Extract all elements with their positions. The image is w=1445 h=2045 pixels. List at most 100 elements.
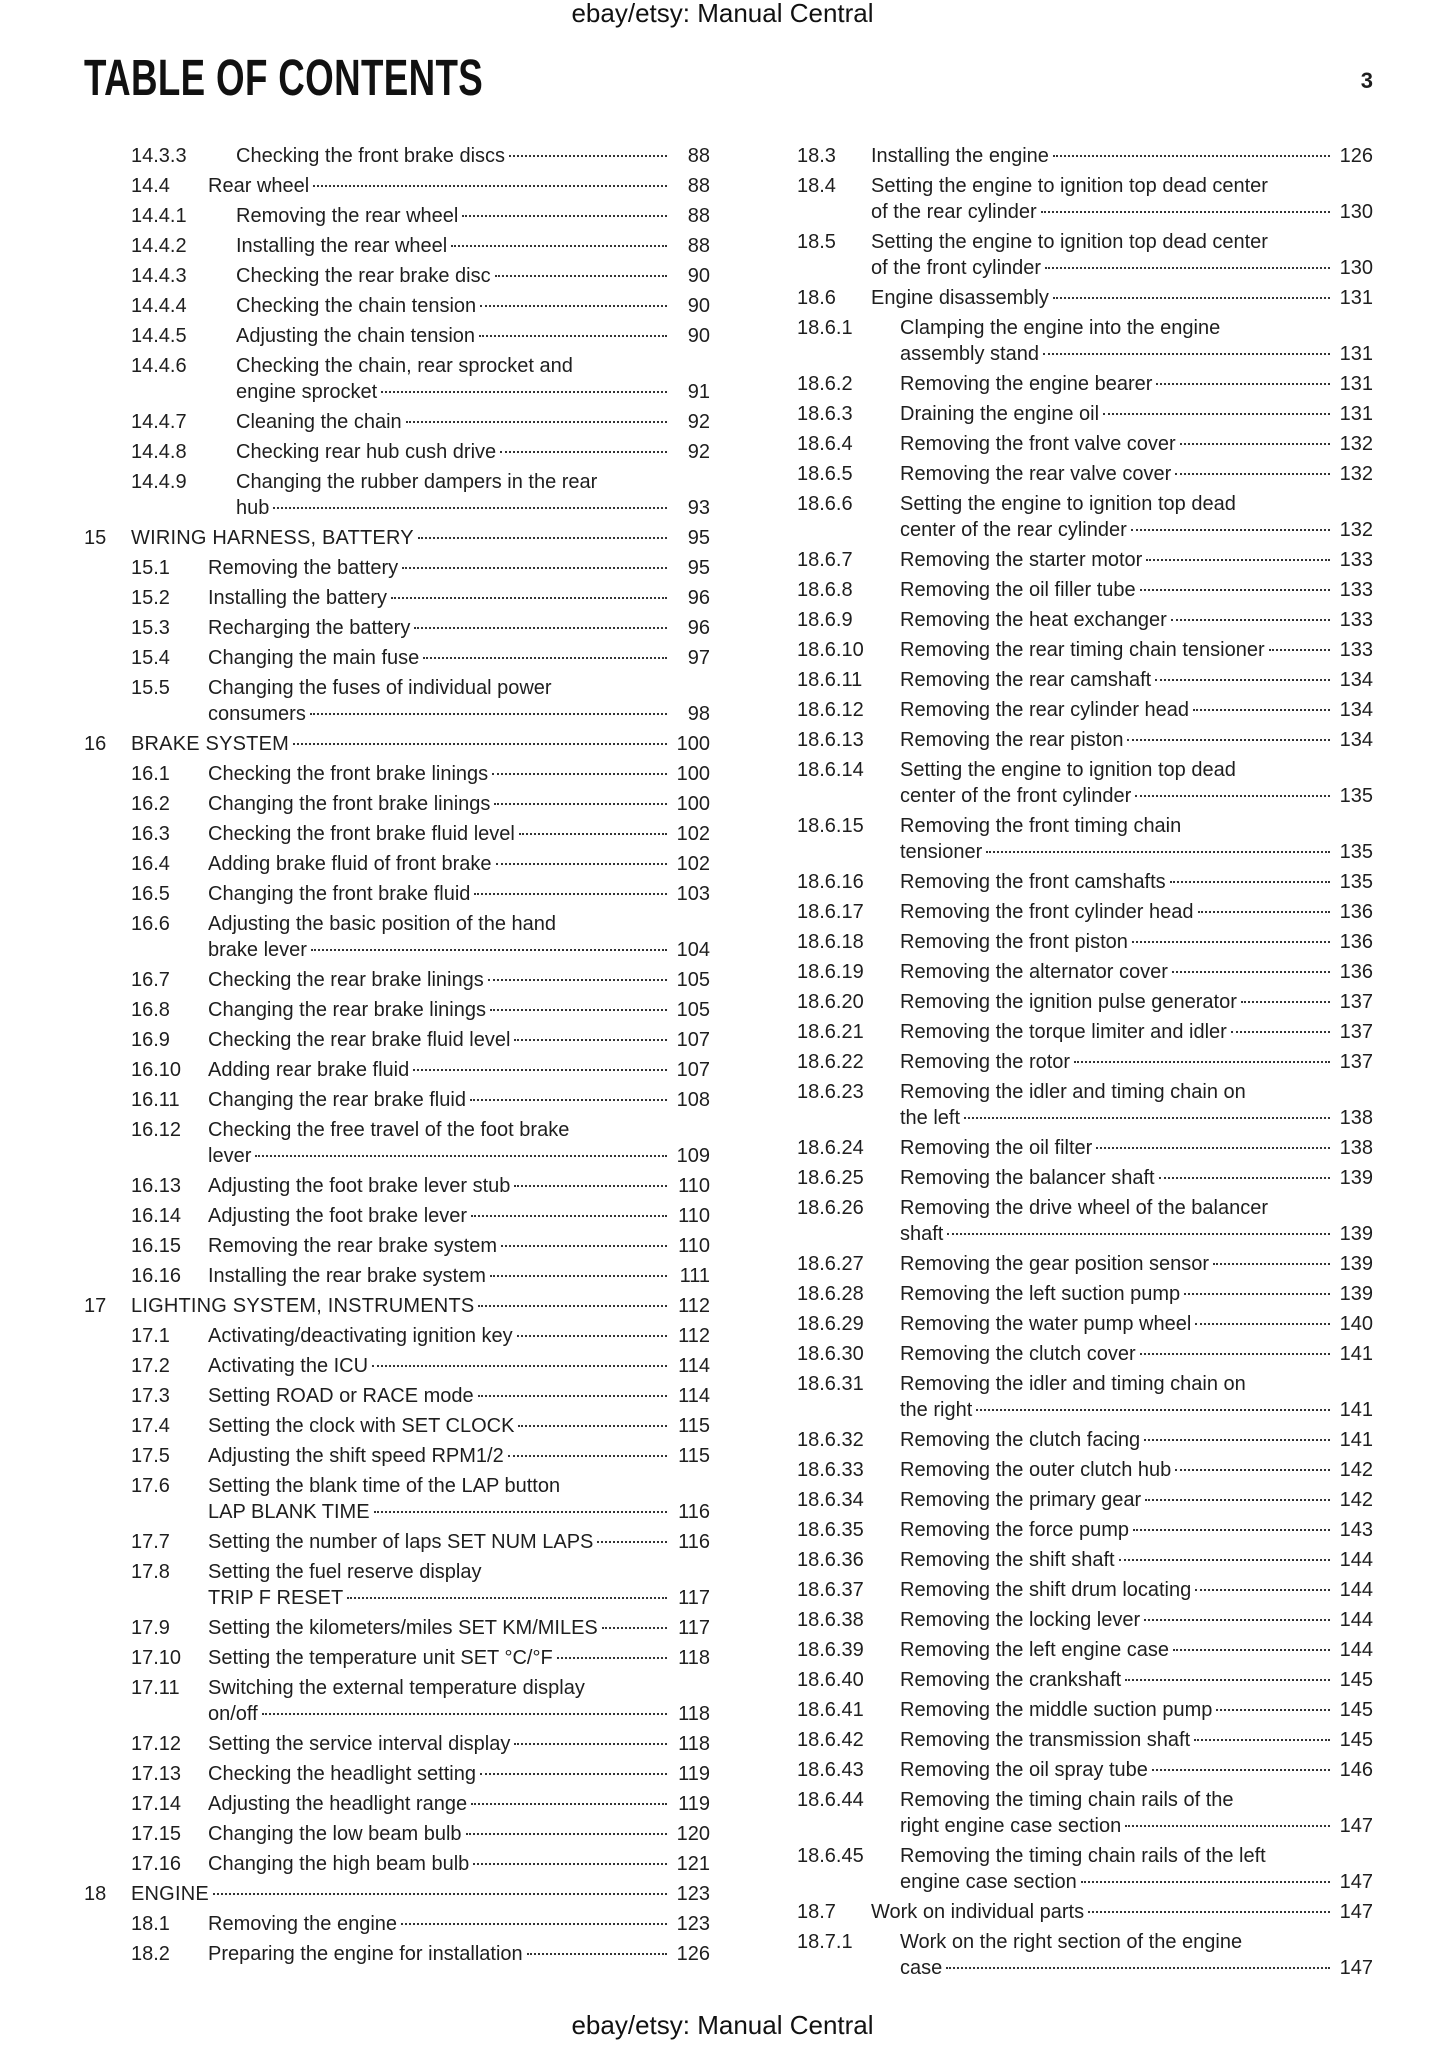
toc-entry[interactable]: 16.6 Adjusting the basic position of the … <box>84 911 710 963</box>
toc-entry[interactable]: 18.6.9 Removing the heat exchanger 133 <box>797 607 1373 633</box>
toc-entry[interactable]: 14.4.3 Checking the rear brake disc 90 <box>84 263 710 289</box>
toc-entry[interactable]: 18.6.33 Removing the outer clutch hub 142 <box>797 1457 1373 1483</box>
toc-entry[interactable]: 18.6.42 Removing the transmission shaft 14… <box>797 1727 1373 1753</box>
toc-chapter-entry[interactable]: 16 BRAKE SYSTEM 100 <box>84 731 710 757</box>
toc-entry[interactable]: 14.4.7 Cleaning the chain 92 <box>84 409 710 435</box>
toc-entry[interactable]: 15.5 Changing the fuses of individual pow… <box>84 675 710 727</box>
toc-entry[interactable]: 18.6.15 Removing the front timing chain te… <box>797 813 1373 865</box>
toc-entry[interactable]: 18.6.37 Removing the shift drum locating 1… <box>797 1577 1373 1603</box>
toc-entry[interactable]: 18.6.44 Removing the timing chain rails o… <box>797 1787 1373 1839</box>
toc-entry[interactable]: 17.8 Setting the fuel reserve display TRIP… <box>84 1559 710 1611</box>
toc-entry[interactable]: 18.1 Removing the engine 123 <box>84 1911 710 1937</box>
toc-entry[interactable]: 18.2 Preparing the engine for installatio… <box>84 1941 710 1967</box>
toc-entry[interactable]: 18.6.25 Removing the balancer shaft 139 <box>797 1165 1373 1191</box>
toc-entry[interactable]: 18.5 Setting the engine to ignition top d… <box>797 229 1373 281</box>
toc-entry[interactable]: 16.7 Checking the rear brake linings 105 <box>84 967 710 993</box>
toc-entry[interactable]: 18.6.14 Setting the engine to ignition to… <box>797 757 1373 809</box>
toc-entry[interactable]: 18.6.7 Removing the starter motor 133 <box>797 547 1373 573</box>
toc-entry[interactable]: 16.5 Changing the front brake fluid 103 <box>84 881 710 907</box>
toc-entry[interactable]: 18.4 Setting the engine to ignition top d… <box>797 173 1373 225</box>
toc-entry[interactable]: 18.6.32 Removing the clutch facing 141 <box>797 1427 1373 1453</box>
toc-entry[interactable]: 17.1 Activating/deactivating ignition key… <box>84 1323 710 1349</box>
toc-entry[interactable]: 18.6.2 Removing the engine bearer 131 <box>797 371 1373 397</box>
toc-entry[interactable]: 18.7.1 Work on the right section of the e… <box>797 1929 1373 1981</box>
toc-entry[interactable]: 17.3 Setting ROAD or RACE mode 114 <box>84 1383 710 1409</box>
toc-entry[interactable]: 18.6.39 Removing the left engine case 144 <box>797 1637 1373 1663</box>
toc-entry[interactable]: 16.15 Removing the rear brake system 110 <box>84 1233 710 1259</box>
toc-entry[interactable]: 17.12 Setting the service interval displa… <box>84 1731 710 1757</box>
toc-entry[interactable]: 18.6.43 Removing the oil spray tube 146 <box>797 1757 1373 1783</box>
toc-entry[interactable]: 18.6.1 Clamping the engine into the engin… <box>797 315 1373 367</box>
toc-entry[interactable]: 15.4 Changing the main fuse 97 <box>84 645 710 671</box>
toc-entry[interactable]: 17.7 Setting the number of laps SET NUM L… <box>84 1529 710 1555</box>
toc-entry[interactable]: 15.1 Removing the battery 95 <box>84 555 710 581</box>
toc-entry[interactable]: 16.13 Adjusting the foot brake lever stub… <box>84 1173 710 1199</box>
toc-entry[interactable]: 16.1 Checking the front brake linings 100 <box>84 761 710 787</box>
toc-entry[interactable]: 18.6.40 Removing the crankshaft 145 <box>797 1667 1373 1693</box>
toc-entry[interactable]: 18.6.17 Removing the front cylinder head 1… <box>797 899 1373 925</box>
toc-entry[interactable]: 14.3.3 Checking the front brake discs 88 <box>84 143 710 169</box>
toc-entry[interactable]: 16.8 Changing the rear brake linings 105 <box>84 997 710 1023</box>
toc-entry[interactable]: 18.6.13 Removing the rear piston 134 <box>797 727 1373 753</box>
toc-entry[interactable]: 18.6.24 Removing the oil filter 138 <box>797 1135 1373 1161</box>
toc-entry[interactable]: 16.4 Adding brake fluid of front brake 102 <box>84 851 710 877</box>
toc-entry[interactable]: 17.4 Setting the clock with SET CLOCK 115 <box>84 1413 710 1439</box>
toc-entry[interactable]: 18.6.11 Removing the rear camshaft 134 <box>797 667 1373 693</box>
toc-entry[interactable]: 17.2 Activating the ICU 114 <box>84 1353 710 1379</box>
toc-entry[interactable]: 18.6.12 Removing the rear cylinder head 13… <box>797 697 1373 723</box>
toc-entry[interactable]: 18.6.26 Removing the drive wheel of the b… <box>797 1195 1373 1247</box>
toc-entry[interactable]: 18.6 Engine disassembly 131 <box>797 285 1373 311</box>
toc-entry[interactable]: 16.14 Adjusting the foot brake lever 110 <box>84 1203 710 1229</box>
toc-chapter-entry[interactable]: 18 ENGINE 123 <box>84 1881 710 1907</box>
toc-entry[interactable]: 18.6.22 Removing the rotor 137 <box>797 1049 1373 1075</box>
toc-entry[interactable]: 18.6.28 Removing the left suction pump 139 <box>797 1281 1373 1307</box>
toc-entry[interactable]: 14.4.5 Adjusting the chain tension 90 <box>84 323 710 349</box>
toc-entry[interactable]: 17.13 Checking the headlight setting 119 <box>84 1761 710 1787</box>
toc-entry[interactable]: 17.14 Adjusting the headlight range 119 <box>84 1791 710 1817</box>
toc-entry[interactable]: 18.7 Work on individual parts 147 <box>797 1899 1373 1925</box>
toc-entry[interactable]: 16.9 Checking the rear brake fluid level 1… <box>84 1027 710 1053</box>
toc-entry[interactable]: 18.6.31 Removing the idler and timing cha… <box>797 1371 1373 1423</box>
toc-entry[interactable]: 16.2 Changing the front brake linings 100 <box>84 791 710 817</box>
toc-entry[interactable]: 18.3 Installing the engine 126 <box>797 143 1373 169</box>
toc-entry[interactable]: 18.6.38 Removing the locking lever 144 <box>797 1607 1373 1633</box>
toc-entry[interactable]: 14.4.4 Checking the chain tension 90 <box>84 293 710 319</box>
toc-entry[interactable]: 16.16 Installing the rear brake system 111 <box>84 1263 710 1289</box>
toc-entry[interactable]: 18.6.3 Draining the engine oil 131 <box>797 401 1373 427</box>
toc-chapter-entry[interactable]: 15 WIRING HARNESS, BATTERY 95 <box>84 525 710 551</box>
toc-entry[interactable]: 17.11 Switching the external temperature … <box>84 1675 710 1727</box>
toc-entry[interactable]: 18.6.16 Removing the front camshafts 135 <box>797 869 1373 895</box>
toc-entry[interactable]: 18.6.35 Removing the force pump 143 <box>797 1517 1373 1543</box>
toc-entry[interactable]: 18.6.19 Removing the alternator cover 136 <box>797 959 1373 985</box>
toc-entry[interactable]: 17.5 Adjusting the shift speed RPM1/2 115 <box>84 1443 710 1469</box>
toc-entry[interactable]: 17.15 Changing the low beam bulb 120 <box>84 1821 710 1847</box>
toc-entry[interactable]: 15.2 Installing the battery 96 <box>84 585 710 611</box>
toc-entry[interactable]: 17.10 Setting the temperature unit SET °C… <box>84 1645 710 1671</box>
toc-entry[interactable]: 18.6.23 Removing the idler and timing cha… <box>797 1079 1373 1131</box>
toc-entry[interactable]: 18.6.4 Removing the front valve cover 132 <box>797 431 1373 457</box>
toc-entry[interactable]: 14.4.6 Checking the chain, rear sprocket … <box>84 353 710 405</box>
toc-entry[interactable]: 15.3 Recharging the battery 96 <box>84 615 710 641</box>
toc-entry[interactable]: 14.4 Rear wheel 88 <box>84 173 710 199</box>
toc-entry[interactable]: 18.6.27 Removing the gear position sensor… <box>797 1251 1373 1277</box>
toc-entry[interactable]: 18.6.30 Removing the clutch cover 141 <box>797 1341 1373 1367</box>
toc-entry[interactable]: 16.11 Changing the rear brake fluid 108 <box>84 1087 710 1113</box>
toc-entry[interactable]: 18.6.34 Removing the primary gear 142 <box>797 1487 1373 1513</box>
toc-entry[interactable]: 18.6.45 Removing the timing chain rails o… <box>797 1843 1373 1895</box>
toc-entry[interactable]: 14.4.2 Installing the rear wheel 88 <box>84 233 710 259</box>
toc-entry[interactable]: 16.10 Adding rear brake fluid 107 <box>84 1057 710 1083</box>
toc-entry[interactable]: 18.6.36 Removing the shift shaft 144 <box>797 1547 1373 1573</box>
toc-entry[interactable]: 18.6.8 Removing the oil filler tube 133 <box>797 577 1373 603</box>
toc-entry[interactable]: 16.12 Checking the free travel of the foo… <box>84 1117 710 1169</box>
toc-entry[interactable]: 14.4.9 Changing the rubber dampers in the… <box>84 469 710 521</box>
toc-entry[interactable]: 18.6.29 Removing the water pump wheel 140 <box>797 1311 1373 1337</box>
toc-entry[interactable]: 18.6.5 Removing the rear valve cover 132 <box>797 461 1373 487</box>
toc-entry[interactable]: 18.6.21 Removing the torque limiter and i… <box>797 1019 1373 1045</box>
toc-entry[interactable]: 17.9 Setting the kilometers/miles SET KM/… <box>84 1615 710 1641</box>
toc-entry[interactable]: 14.4.8 Checking rear hub cush drive 92 <box>84 439 710 465</box>
toc-entry[interactable]: 17.6 Setting the blank time of the LAP bu… <box>84 1473 710 1525</box>
toc-entry[interactable]: 14.4.1 Removing the rear wheel 88 <box>84 203 710 229</box>
toc-entry[interactable]: 18.6.41 Removing the middle suction pump 1… <box>797 1697 1373 1723</box>
toc-entry[interactable]: 17.16 Changing the high beam bulb 121 <box>84 1851 710 1877</box>
toc-entry[interactable]: 18.6.20 Removing the ignition pulse gener… <box>797 989 1373 1015</box>
